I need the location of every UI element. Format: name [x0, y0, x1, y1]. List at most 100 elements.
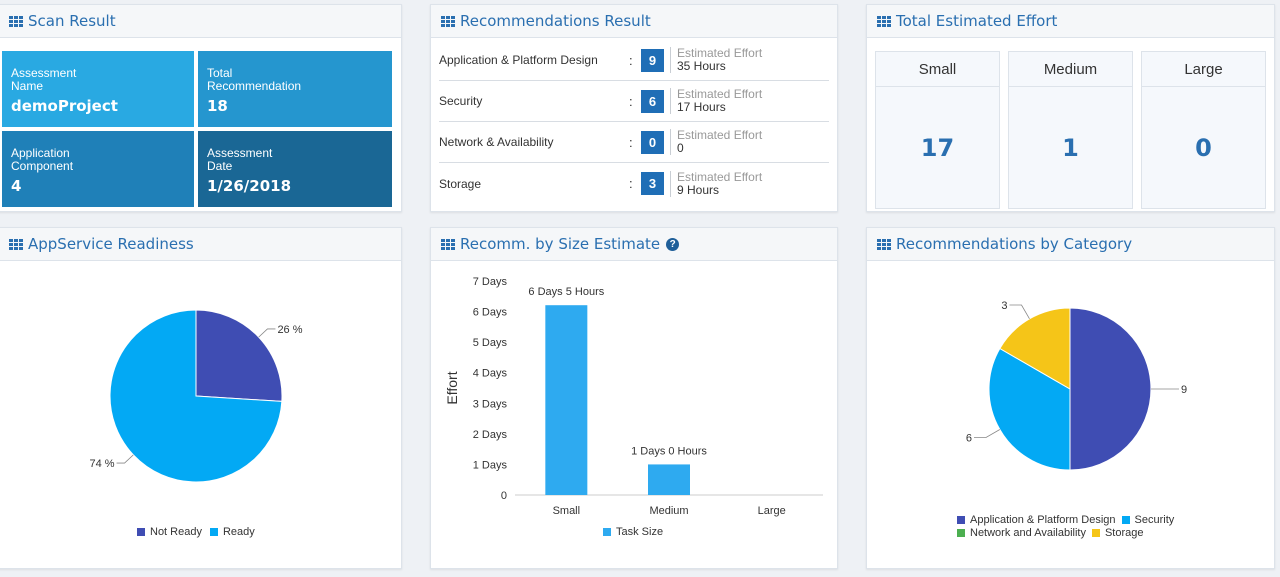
grid-icon	[441, 238, 455, 250]
y-tick-label: 0	[501, 490, 507, 502]
legend-label-ready[interactable]: Ready	[222, 526, 255, 538]
panel-title: Total Estimated Effort	[896, 12, 1058, 30]
data-label-connector	[116, 454, 134, 464]
tile-value: demoProject	[11, 97, 118, 115]
panel-header: Recommendations Result	[431, 5, 837, 38]
pie-data-label: 3	[1001, 300, 1007, 312]
pie-slice	[988, 347, 1071, 471]
legend-label-storage[interactable]: Storage	[1104, 527, 1144, 539]
panel-title: Scan Result	[28, 12, 116, 30]
rec-effort: Estimated Effort 0	[670, 129, 762, 155]
grid-icon	[9, 15, 23, 27]
rec-category-name: Storage	[439, 176, 482, 191]
separator: :	[629, 176, 633, 191]
data-label-connector	[1009, 304, 1030, 320]
bar-data-label: 6 Days 5 Hours	[528, 286, 604, 298]
effort-size-label: Small	[876, 52, 999, 87]
panel-header: AppService Readiness	[0, 228, 401, 261]
y-tick-label: 2 Days	[473, 429, 508, 441]
rec-effort: Estimated Effort 35 Hours	[670, 47, 762, 73]
total-effort-panel: Total Estimated Effort Small 17 Medium 1…	[866, 4, 1275, 212]
pie-data-label: 74 %	[89, 458, 114, 470]
legend-swatch	[137, 528, 145, 536]
effort-size-label: Medium	[1009, 52, 1132, 87]
tile-assessment-name: Assessment Name demoProject	[2, 51, 194, 127]
tile-assessment-date: Assessment Date 1/26/2018	[198, 131, 392, 207]
panel-title: Recomm. by Size Estimate	[460, 235, 661, 253]
rec-count-badge[interactable]: 6	[641, 89, 664, 113]
bar	[545, 305, 588, 495]
rec-row: Storage : 3 Estimated Effort 9 Hours	[439, 163, 829, 204]
legend-swatch	[957, 516, 965, 524]
rec-count-badge[interactable]: 9	[641, 48, 664, 72]
effort-label: Estimated Effort	[677, 46, 763, 60]
separator: :	[629, 134, 633, 150]
panel-header: Total Estimated Effort	[867, 5, 1274, 38]
help-icon[interactable]: ?	[666, 237, 680, 251]
legend-label-security[interactable]: Security	[1134, 514, 1175, 526]
rec-count-badge[interactable]: 0	[641, 130, 664, 154]
panel-header: Scan Result	[0, 5, 401, 38]
grid-icon	[9, 238, 23, 250]
bar-data-label: 1 Days 0 Hours	[631, 445, 707, 457]
legend-swatch	[209, 528, 218, 536]
chart-legend: Network and Availability Storage	[957, 527, 1144, 539]
category-panel: Recommendations by Category 9 6 3 Applicat…	[866, 227, 1275, 569]
rec-effort: Estimated Effort 9 Hours	[670, 170, 762, 197]
tile-label: Application Component	[11, 146, 74, 173]
legend-swatch	[1121, 516, 1130, 524]
legend-label-not-ready[interactable]: Not Ready	[150, 526, 202, 538]
rec-category-name: Security	[439, 94, 483, 108]
effort-label: Estimated Effort	[677, 87, 763, 101]
panel-header: Recomm. by Size Estimate ?	[431, 228, 837, 261]
legend-label-network[interactable]: Network and Availability	[970, 527, 1086, 539]
tile-total-recommendation: Total Recommendation 18	[198, 51, 392, 127]
pie-data-label: 9	[1181, 384, 1187, 396]
panel-header: Recommendations by Category	[867, 228, 1274, 261]
panel-title: Recommendations by Category	[896, 235, 1133, 253]
chart-legend: Application & Platform Design Security	[957, 514, 1174, 526]
rec-category-name: Application & Platform Design	[439, 53, 598, 67]
x-tick-label: Medium	[649, 505, 688, 517]
separator: :	[629, 52, 633, 68]
rec-count-badge[interactable]: 3	[641, 172, 664, 195]
legend-swatch	[1091, 529, 1100, 537]
effort-value: 0	[677, 141, 684, 155]
size-bar-chart: 0 1 Days 2 Days 3 Days 4 Days 5 Days 6 Days 7 D…	[444, 276, 823, 517]
rec-row: Network & Availability : 0 Estimated Eff…	[439, 122, 829, 163]
data-label-connector	[973, 429, 1001, 438]
effort-size-value: 0	[1195, 133, 1212, 162]
rec-row: Security : 6 Estimated Effort 17 Hours	[439, 81, 829, 122]
panel-title: AppService Readiness	[28, 235, 194, 253]
appservice-readiness-panel: AppService Readiness 26 % 74 % Not Ready …	[0, 227, 402, 569]
tile-label: Assessment Name	[11, 66, 77, 93]
legend-label-app-platform[interactable]: Application & Platform Design	[970, 514, 1116, 526]
size-estimate-panel: Recomm. by Size Estimate ? 0 1 Days 2 Days…	[430, 227, 838, 569]
chart-legend: Not Ready Ready	[137, 526, 255, 538]
tile-label: Total Recommendation	[207, 66, 302, 93]
pie-slice	[999, 307, 1071, 390]
readiness-pie-chart: 26 % 74 %	[89, 309, 303, 483]
effort-size-label: Large	[1142, 52, 1265, 87]
grid-icon	[441, 15, 455, 27]
y-axis-label: Effort	[444, 371, 460, 404]
grid-icon	[877, 238, 891, 250]
panel-title: Recommendations Result	[460, 12, 651, 30]
y-tick-label: 6 Days	[473, 307, 508, 319]
category-pie-chart: 9 6 3	[966, 300, 1187, 471]
effort-small: Small 17	[875, 51, 1000, 209]
effort-size-value: 1	[1062, 133, 1079, 162]
tile-application-component: Application Component 4	[2, 131, 194, 207]
chart-legend: Task Size	[603, 526, 663, 538]
y-tick-label: 7 Days	[473, 276, 508, 288]
scan-result-panel: Scan Result Assessment Name demoProject …	[0, 4, 402, 212]
effort-medium: Medium 1	[1008, 51, 1133, 209]
y-tick-label: 4 Days	[473, 368, 508, 380]
pie-slice	[1069, 307, 1152, 471]
legend-label-task-size[interactable]: Task Size	[616, 526, 664, 538]
grid-icon	[877, 15, 891, 27]
x-tick-label: Large	[758, 505, 786, 517]
effort-label: Estimated Effort	[677, 128, 763, 142]
pie-data-label: 6	[966, 433, 972, 445]
tile-value: 1/26/2018	[207, 177, 292, 195]
